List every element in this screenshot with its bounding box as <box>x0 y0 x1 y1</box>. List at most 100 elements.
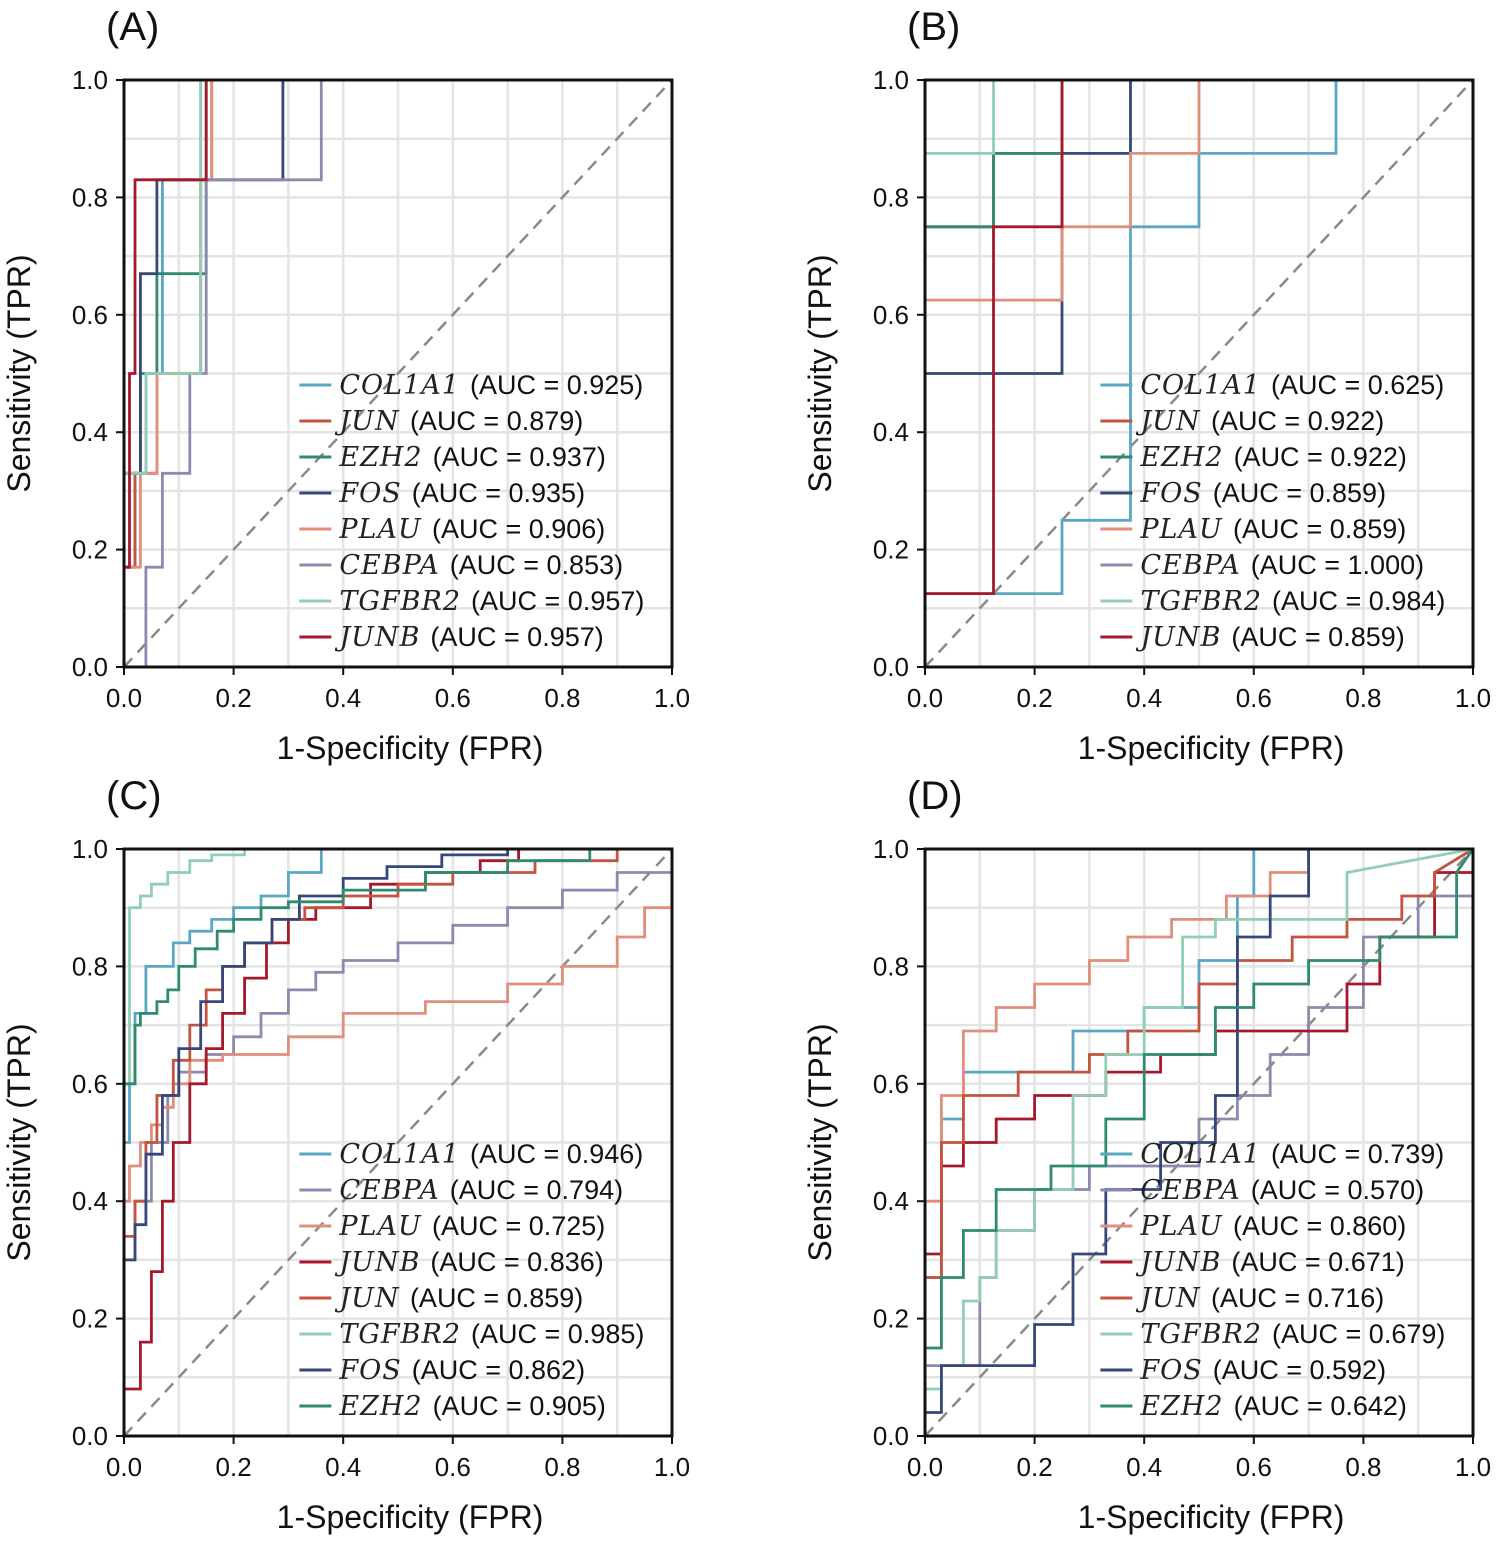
y-tick-label: 0.8 <box>873 951 909 981</box>
plot-frame <box>122 78 674 669</box>
legend-auc-value: (AUC = 0.642) <box>1234 1391 1407 1421</box>
x-tick-label: 0.2 <box>1017 1452 1053 1482</box>
x-tick-label: 0.0 <box>106 683 142 713</box>
legend-auc-value: (AUC = 0.716) <box>1211 1283 1384 1313</box>
chance-diagonal <box>123 79 673 668</box>
x-axis-label: 1-Specificity (FPR) <box>1078 730 1345 766</box>
legend-auc-value: (AUC = 0.570) <box>1251 1175 1424 1205</box>
roc-curve-ezh2 <box>122 847 672 1436</box>
legend-gene-name: CEBPA <box>339 550 439 581</box>
legend-item-cebpa: CEBPA (AUC = 0.853) <box>299 550 623 581</box>
legend-item-jun: JUN (AUC = 0.859) <box>299 1283 583 1314</box>
x-tick-label: 0.8 <box>1345 1452 1381 1482</box>
legend-gene-name: CEBPA <box>1140 1175 1240 1206</box>
legend-item-fos: FOS (AUC = 0.859) <box>1100 478 1386 509</box>
y-axis-label: Sensitivity (TPR) <box>802 1023 838 1261</box>
x-tick-label: 1.0 <box>1455 683 1491 713</box>
legend: COL1A1 (AUC = 0.925) JUN (AUC = 0.879) EZH2 (… <box>299 370 644 653</box>
x-tick-label: 0.2 <box>1017 683 1053 713</box>
x-tick-label: 1.0 <box>654 1452 690 1482</box>
legend-gene-name: TGFBR2 <box>339 586 461 617</box>
plot-frame <box>122 847 674 1438</box>
legend-gene-name: JUN <box>1135 406 1201 437</box>
legend-auc-value: (AUC = 0.957) <box>430 622 603 652</box>
legend-item-col1a1: COL1A1 (AUC = 0.625) <box>1100 370 1444 401</box>
x-tick-label: 0.0 <box>907 683 943 713</box>
legend-auc-value: (AUC = 0.836) <box>430 1247 603 1277</box>
legend-auc-value: (AUC = 0.625) <box>1271 370 1444 400</box>
x-tick-label: 0.8 <box>544 683 580 713</box>
legend-gene-name: JUNB <box>334 622 420 653</box>
legend-gene-name: JUN <box>1135 1283 1201 1314</box>
panel-label: (B) <box>907 5 960 49</box>
legend-item-fos: FOS (AUC = 0.592) <box>1100 1355 1386 1386</box>
legend-gene-name: CEBPA <box>1140 550 1240 581</box>
legend-item-junb: JUNB (AUC = 0.671) <box>1100 1247 1405 1278</box>
y-tick-label: 0.8 <box>72 951 108 981</box>
legend-gene-name: COL1A1 <box>339 1139 460 1170</box>
x-axis-label: 1-Specificity (FPR) <box>277 730 544 766</box>
legend-item-ezh2: EZH2 (AUC = 0.905) <box>299 1391 606 1422</box>
legend-item-tgfbr2: TGFBR2 (AUC = 0.679) <box>1100 1319 1445 1350</box>
legend-auc-value: (AUC = 0.592) <box>1213 1355 1386 1385</box>
legend-auc-value: (AUC = 0.905) <box>433 1391 606 1421</box>
roc-curve-fos <box>923 847 1473 1436</box>
panel-label: (C) <box>106 774 162 818</box>
x-axis-label: 1-Specificity (FPR) <box>1078 1499 1345 1535</box>
y-tick-label: 0.2 <box>873 1304 909 1334</box>
y-tick-label: 0.2 <box>72 1304 108 1334</box>
roc-curve-junb <box>122 78 672 667</box>
x-tick-label: 0.8 <box>1345 683 1381 713</box>
legend-item-cebpa: CEBPA (AUC = 1.000) <box>1100 550 1424 581</box>
y-tick-label: 0.4 <box>873 1186 909 1216</box>
legend-gene-name: JUN <box>334 1283 400 1314</box>
legend-auc-value: (AUC = 0.679) <box>1272 1319 1445 1349</box>
legend-gene-name: TGFBR2 <box>1140 1319 1262 1350</box>
legend-gene-name: EZH2 <box>338 442 422 473</box>
legend-item-plau: PLAU (AUC = 0.906) <box>299 514 605 545</box>
roc-panel-a: (A) 0.0 0.2 0.4 0.6 0.8 1.0 0.0 0.2 0.4 0.6 0.8 1.0 1… <box>1 5 690 766</box>
legend-item-tgfbr2: TGFBR2 (AUC = 0.957) <box>299 586 644 617</box>
legend: COL1A1 (AUC = 0.946) CEBPA (AUC = 0.794) PLA… <box>299 1139 644 1422</box>
x-tick-label: 0.4 <box>325 1452 361 1482</box>
chance-diagonal <box>123 848 673 1437</box>
roc-curve-plau <box>122 849 674 1436</box>
legend-gene-name: JUNB <box>1135 1247 1221 1278</box>
legend-auc-value: (AUC = 0.906) <box>432 514 605 544</box>
x-tick-label: 0.4 <box>1126 1452 1162 1482</box>
plot-frame <box>923 78 1475 669</box>
legend-auc-value: (AUC = 0.859) <box>410 1283 583 1313</box>
y-tick-label: 0.2 <box>72 535 108 565</box>
legend-gene-name: JUNB <box>334 1247 420 1278</box>
legend-gene-name: PLAU <box>1139 514 1223 545</box>
legend-auc-value: (AUC = 0.859) <box>1233 514 1406 544</box>
legend-auc-value: (AUC = 0.935) <box>412 478 585 508</box>
y-tick-label: 0.0 <box>72 652 108 682</box>
x-tick-label: 0.4 <box>1126 683 1162 713</box>
legend-item-ezh2: EZH2 (AUC = 0.922) <box>1100 442 1407 473</box>
legend-auc-value: (AUC = 0.984) <box>1272 586 1445 616</box>
legend-gene-name: EZH2 <box>1139 1391 1223 1422</box>
legend-gene-name: EZH2 <box>1139 442 1223 473</box>
x-tick-label: 0.0 <box>106 1452 142 1482</box>
legend-item-jun: JUN (AUC = 0.879) <box>299 406 583 437</box>
legend-auc-value: (AUC = 0.922) <box>1234 442 1407 472</box>
y-tick-label: 0.0 <box>873 1421 909 1451</box>
plot-frame <box>923 847 1475 1438</box>
y-tick-label: 0.8 <box>873 182 909 212</box>
legend-item-jun: JUN (AUC = 0.922) <box>1100 406 1384 437</box>
y-tick-label: 1.0 <box>72 834 108 864</box>
y-tick-label: 0.8 <box>72 182 108 212</box>
roc-panel-b: (B) 0.0 0.2 0.4 0.6 0.8 1.0 0.0 0.2 0.4 0.6 0.8 1.0 1… <box>802 5 1491 766</box>
y-tick-label: 0.4 <box>72 1186 108 1216</box>
legend-auc-value: (AUC = 0.957) <box>471 586 644 616</box>
legend-item-col1a1: COL1A1 (AUC = 0.925) <box>299 370 643 401</box>
legend-auc-value: (AUC = 0.922) <box>1211 406 1384 436</box>
roc-curve-jun <box>923 847 1474 1436</box>
legend-item-col1a1: COL1A1 (AUC = 0.946) <box>299 1139 643 1170</box>
legend-gene-name: COL1A1 <box>339 370 460 401</box>
x-tick-label: 0.2 <box>216 683 252 713</box>
x-tick-label: 0.6 <box>435 1452 471 1482</box>
legend-auc-value: (AUC = 0.862) <box>412 1355 585 1385</box>
